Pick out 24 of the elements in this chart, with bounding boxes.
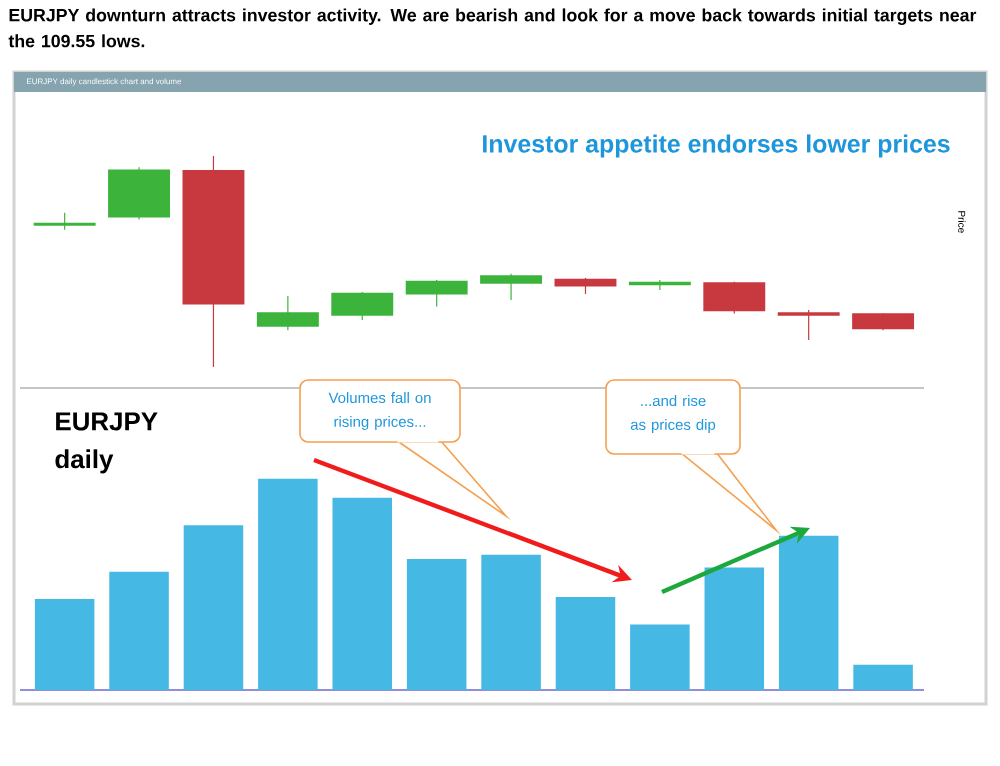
candlestick <box>480 273 543 301</box>
bar <box>630 624 690 691</box>
bar <box>183 525 244 691</box>
candlestick <box>108 166 171 221</box>
annotation: Investor appetite endorses lower prices <box>483 134 950 158</box>
bar <box>778 535 839 691</box>
bar <box>704 567 765 691</box>
candlestick <box>256 295 319 331</box>
candlestick <box>331 291 394 321</box>
chart-title: EURJPY downturn attracts investor activity. We are bearish and look for a move back towards initial targets near the 109.55 lows. <box>8 8 977 48</box>
bar <box>406 558 467 691</box>
bar <box>853 664 913 691</box>
bar <box>332 497 393 691</box>
candlestick <box>777 309 840 341</box>
bar <box>109 571 169 691</box>
text: EURJPY daily <box>55 412 158 474</box>
candlestick <box>703 281 766 315</box>
candlestick <box>852 312 915 331</box>
candlestick <box>182 155 245 368</box>
bar <box>555 597 616 691</box>
bar <box>481 554 541 691</box>
bar <box>34 599 95 691</box>
bar <box>258 478 318 691</box>
candlestick <box>405 279 468 308</box>
